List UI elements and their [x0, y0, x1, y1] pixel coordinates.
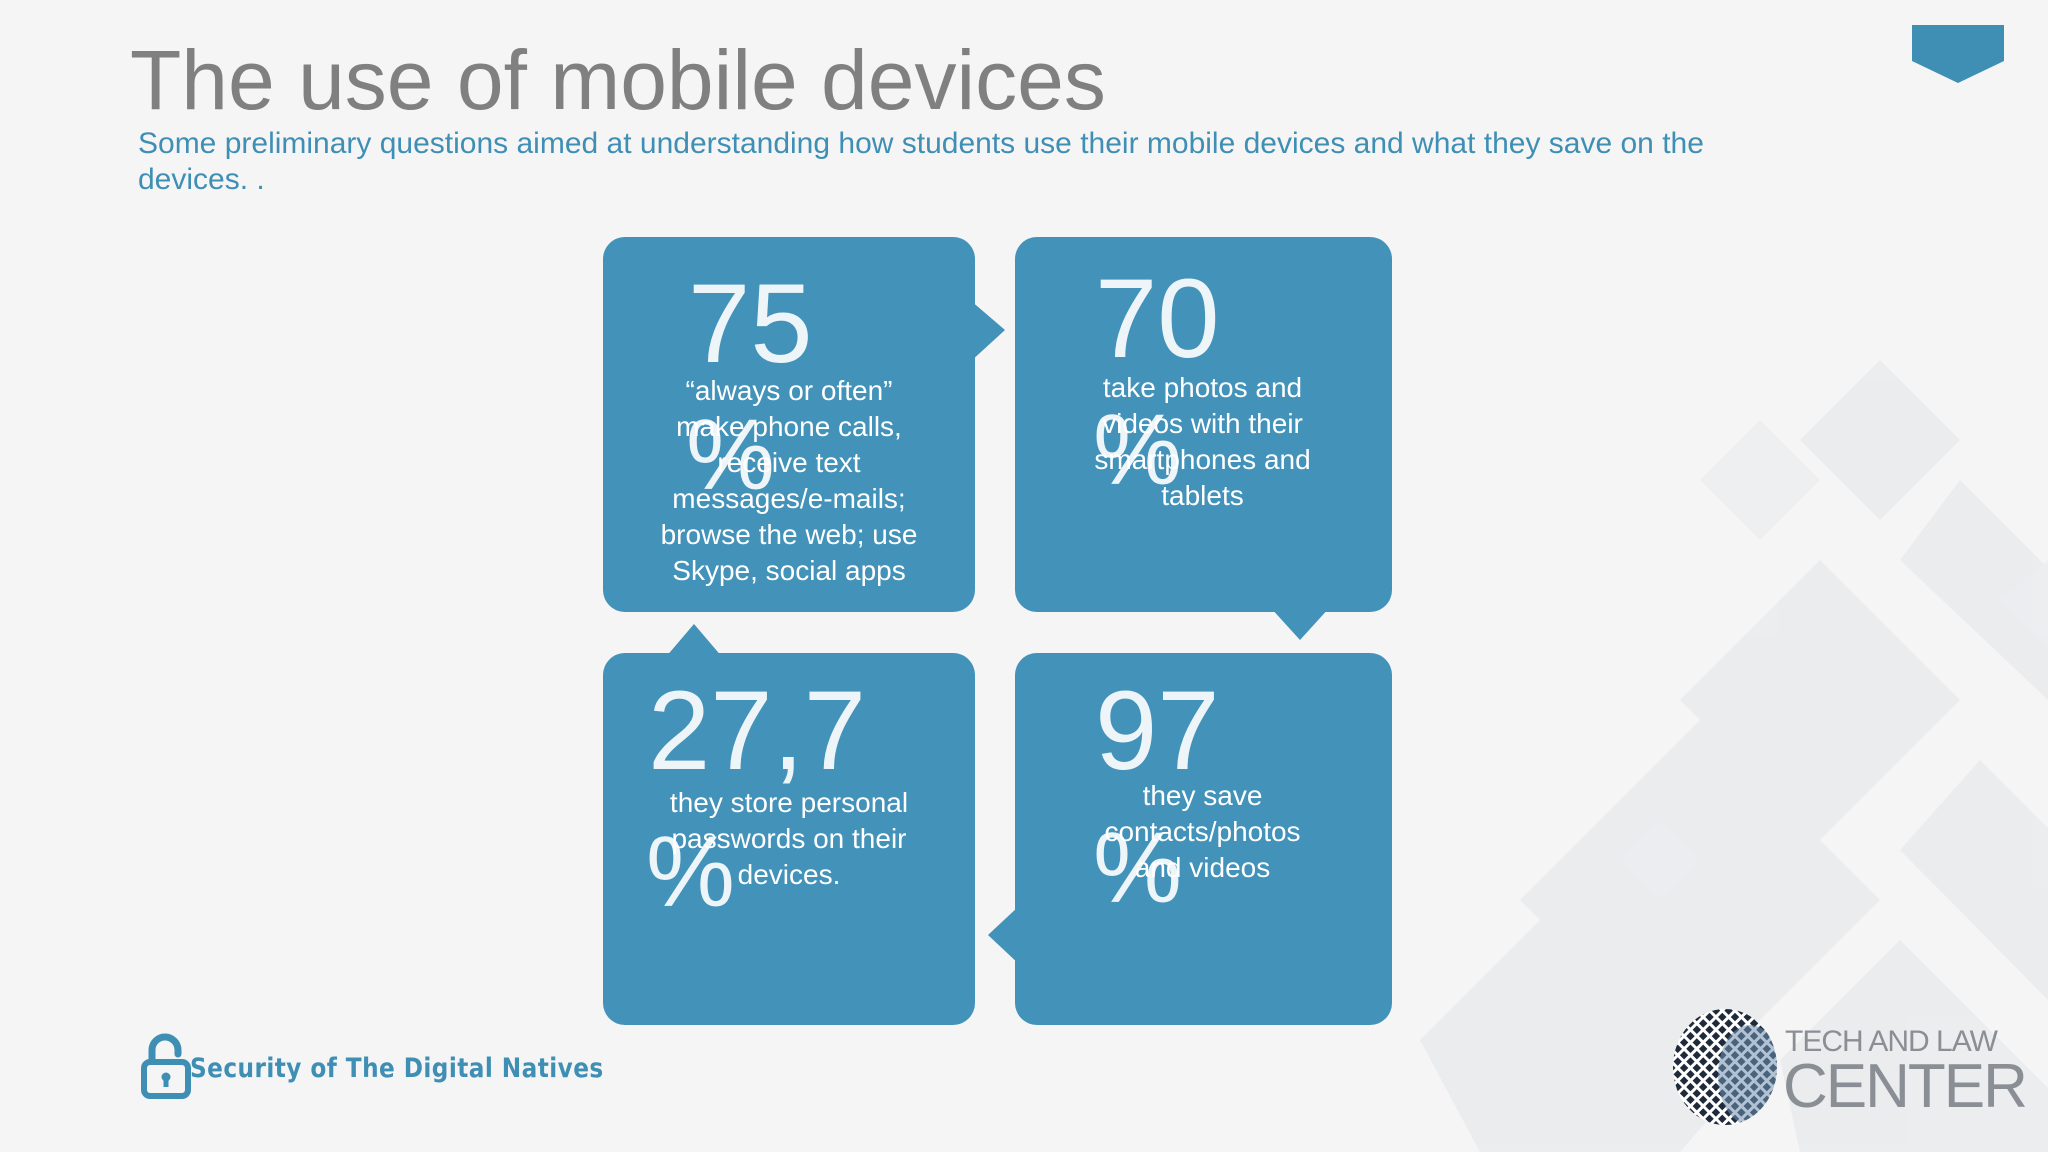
tech-and-law-center-logo: TECH AND LAW CENTER	[1665, 1005, 2028, 1130]
stat-box-1	[603, 237, 975, 612]
stat-description-3: they store personal passwords on their d…	[669, 787, 909, 890]
stat-value-2: 70	[1095, 256, 1220, 381]
open-lock-icon	[141, 1033, 191, 1099]
stat-unit-1: %	[686, 399, 775, 511]
page-title: The use of mobile devices	[130, 33, 1106, 127]
stat-box-3	[603, 653, 975, 1025]
stat-unit-2: %	[1093, 394, 1182, 506]
stat-box-2	[1015, 237, 1392, 612]
globe-mosaic-icon	[1673, 1009, 1777, 1125]
stat-value-4: 97	[1095, 668, 1220, 793]
stat-box-4	[1015, 653, 1392, 1025]
logo-line-1: TECH AND LAW	[1785, 1025, 1998, 1058]
stat-value-1: 75	[688, 261, 813, 386]
stat-description-4: they save contacts/photos and videos	[1104, 780, 1301, 883]
footer-brand: Security of The Digital Natives	[140, 1030, 671, 1100]
stat-description-1: “always or often” make phone calls, rece…	[660, 375, 918, 586]
stat-unit-4: %	[1093, 812, 1182, 924]
stat-value-3: 27,7	[648, 668, 866, 793]
logo-line-2: CENTER	[1783, 1052, 2028, 1121]
corner-tab-icon	[1912, 25, 2004, 83]
stat-unit-3: %	[646, 816, 735, 928]
footer-brand-text: Security of The Digital Natives	[190, 1052, 604, 1084]
stat-description-2: take photos and videos with their smartp…	[1094, 372, 1311, 511]
page-subtitle: Some preliminary questions aimed at unde…	[138, 127, 1704, 196]
